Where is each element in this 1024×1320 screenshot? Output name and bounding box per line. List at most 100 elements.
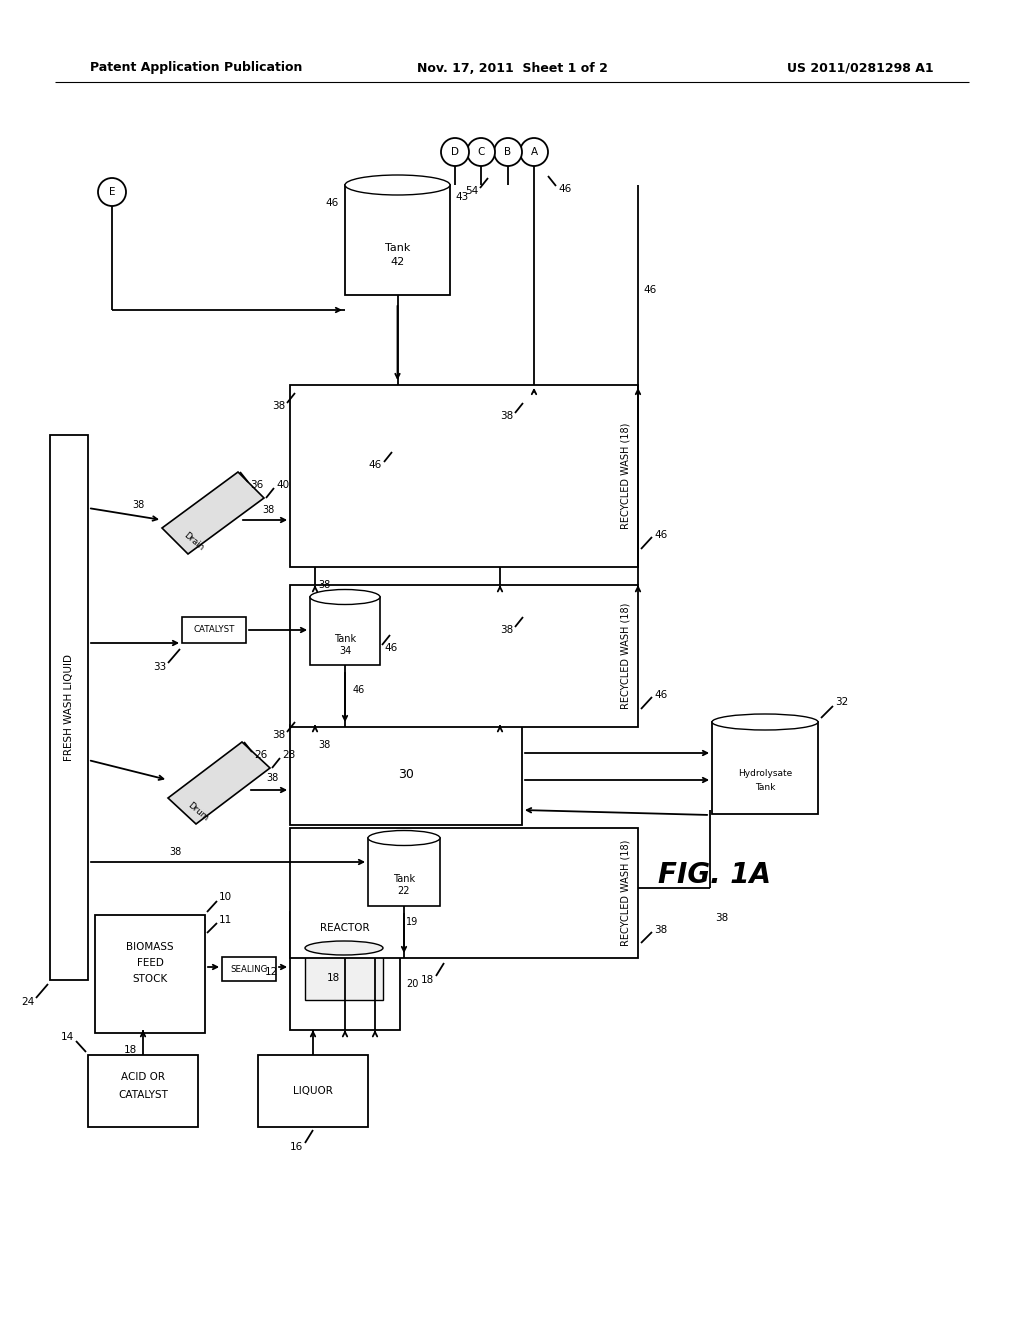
Text: Hydrolysate: Hydrolysate — [738, 770, 793, 779]
Text: Tank: Tank — [755, 784, 775, 792]
Bar — [368, 838, 440, 906]
Text: 38: 38 — [271, 401, 285, 411]
Polygon shape — [168, 742, 270, 824]
Text: 18: 18 — [124, 1045, 137, 1055]
Text: Tank: Tank — [334, 634, 356, 644]
Text: 12: 12 — [265, 968, 278, 977]
Text: 42: 42 — [390, 257, 404, 267]
Bar — [50, 436, 88, 979]
Text: RECYCLED WASH (18): RECYCLED WASH (18) — [620, 603, 630, 709]
Circle shape — [467, 139, 495, 166]
Circle shape — [98, 178, 126, 206]
Text: 30: 30 — [398, 768, 414, 781]
Text: FRESH WASH LIQUID: FRESH WASH LIQUID — [63, 653, 74, 762]
Text: 18: 18 — [421, 975, 434, 985]
Text: 36: 36 — [250, 480, 263, 490]
Text: 46: 46 — [558, 183, 571, 194]
Bar — [95, 915, 205, 1034]
Bar — [310, 597, 380, 665]
Text: 22: 22 — [397, 886, 411, 896]
Text: E: E — [109, 187, 116, 197]
Text: Drum: Drum — [186, 801, 210, 824]
Text: RECYCLED WASH (18): RECYCLED WASH (18) — [620, 840, 630, 946]
Text: CATALYST: CATALYST — [118, 1090, 168, 1100]
Text: 16: 16 — [290, 1142, 303, 1152]
Text: 38: 38 — [500, 411, 513, 421]
Text: A: A — [530, 147, 538, 157]
Ellipse shape — [345, 176, 450, 195]
Text: 38: 38 — [271, 730, 285, 741]
Bar — [88, 1055, 198, 1127]
Text: Drain: Drain — [182, 531, 206, 553]
Text: 33: 33 — [153, 663, 166, 672]
Text: B: B — [505, 147, 512, 157]
Polygon shape — [162, 473, 264, 554]
Text: ACID OR: ACID OR — [121, 1072, 165, 1082]
Ellipse shape — [368, 830, 440, 846]
Bar — [222, 957, 276, 981]
Text: 38: 38 — [500, 624, 513, 635]
Text: 46: 46 — [353, 685, 366, 696]
Text: RECYCLED WASH (18): RECYCLED WASH (18) — [620, 422, 630, 529]
Text: 46: 46 — [369, 459, 382, 470]
Text: 28: 28 — [282, 750, 295, 760]
Text: 38: 38 — [169, 847, 181, 857]
Text: 46: 46 — [654, 690, 668, 700]
Ellipse shape — [712, 714, 818, 730]
Text: 38: 38 — [266, 774, 279, 783]
Circle shape — [494, 139, 522, 166]
Bar — [712, 722, 818, 814]
Text: 34: 34 — [339, 645, 351, 656]
Text: 20: 20 — [406, 979, 419, 989]
Text: 18: 18 — [327, 973, 340, 983]
Text: SEALING: SEALING — [230, 965, 267, 974]
Text: 46: 46 — [643, 285, 656, 294]
Ellipse shape — [310, 590, 380, 605]
Text: CATALYST: CATALYST — [194, 626, 234, 635]
Text: BIOMASS: BIOMASS — [126, 942, 174, 952]
Text: REACTOR: REACTOR — [321, 923, 370, 933]
Text: 14: 14 — [60, 1032, 74, 1041]
Text: 19: 19 — [406, 917, 418, 927]
Text: 32: 32 — [835, 697, 848, 708]
Bar — [290, 725, 522, 825]
Text: 38: 38 — [318, 741, 331, 750]
Bar — [290, 385, 638, 568]
Text: C: C — [477, 147, 484, 157]
Bar — [290, 912, 400, 1030]
Text: 46: 46 — [654, 531, 668, 540]
Text: Patent Application Publication: Patent Application Publication — [90, 62, 302, 74]
Text: 38: 38 — [262, 506, 274, 515]
Text: 54: 54 — [465, 186, 478, 195]
Text: STOCK: STOCK — [132, 974, 168, 983]
Text: Nov. 17, 2011  Sheet 1 of 2: Nov. 17, 2011 Sheet 1 of 2 — [417, 62, 607, 74]
Text: Tank: Tank — [385, 243, 411, 253]
Ellipse shape — [305, 941, 383, 954]
Bar — [290, 585, 638, 727]
Circle shape — [520, 139, 548, 166]
Text: 26: 26 — [254, 750, 267, 760]
Circle shape — [441, 139, 469, 166]
Text: 38: 38 — [318, 579, 331, 590]
Text: FEED: FEED — [136, 958, 164, 968]
Text: 38: 38 — [654, 925, 668, 935]
Bar — [305, 948, 383, 1001]
Text: 43: 43 — [455, 191, 468, 202]
Bar — [182, 616, 246, 643]
Text: 11: 11 — [219, 915, 232, 925]
Text: 10: 10 — [219, 892, 232, 902]
Text: 46: 46 — [384, 643, 397, 653]
Text: 46: 46 — [326, 198, 339, 209]
Text: 24: 24 — [20, 997, 34, 1007]
Text: Tank: Tank — [393, 874, 415, 884]
Text: D: D — [451, 147, 459, 157]
Text: 40: 40 — [276, 480, 289, 490]
Text: LIQUOR: LIQUOR — [293, 1086, 333, 1096]
Bar — [345, 185, 450, 294]
Text: 38: 38 — [715, 913, 728, 923]
Bar — [290, 828, 638, 958]
Bar — [258, 1055, 368, 1127]
Text: FIG. 1A: FIG. 1A — [658, 861, 771, 888]
Text: US 2011/0281298 A1: US 2011/0281298 A1 — [787, 62, 934, 74]
Text: 38: 38 — [133, 500, 145, 510]
